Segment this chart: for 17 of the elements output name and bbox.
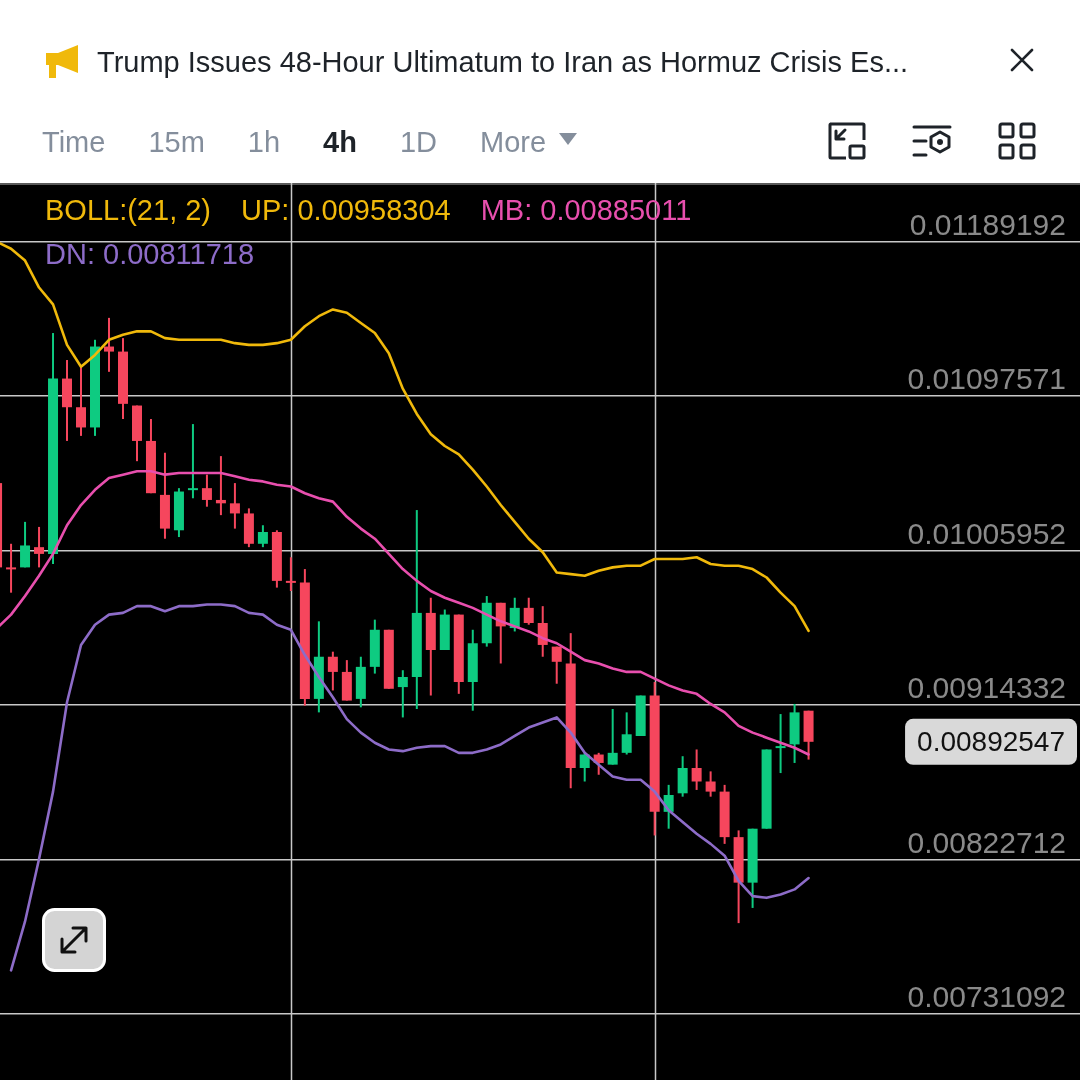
y-tick-label: 0.00731092 <box>907 980 1066 1014</box>
text: 4h <box>323 125 357 160</box>
text: DN: 0.00811718 <box>45 237 255 272</box>
text: Time <box>42 125 106 160</box>
text: 1h <box>247 125 281 160</box>
y-tick-label: 0.00822712 <box>907 825 1066 859</box>
y-tick-label: 0.01005952 <box>907 516 1066 550</box>
text: 0.00892547 <box>917 725 1065 757</box>
text: UP: 0.00958304 <box>241 193 451 228</box>
text: 15m <box>148 125 205 160</box>
text: 1D <box>399 125 437 160</box>
y-tick-label: 0.01189192 <box>909 207 1066 241</box>
text: More <box>479 125 547 160</box>
y-tick-label: 0.00914332 <box>907 671 1066 705</box>
chart-title: Trump Issues 48-Hour Ultimatum to Iran as Hormuz Crisis Es... <box>97 45 909 80</box>
y-tick-label: 0.01097571 <box>907 362 1066 396</box>
legend-title: BOLL:(21, 2) <box>45 193 212 228</box>
